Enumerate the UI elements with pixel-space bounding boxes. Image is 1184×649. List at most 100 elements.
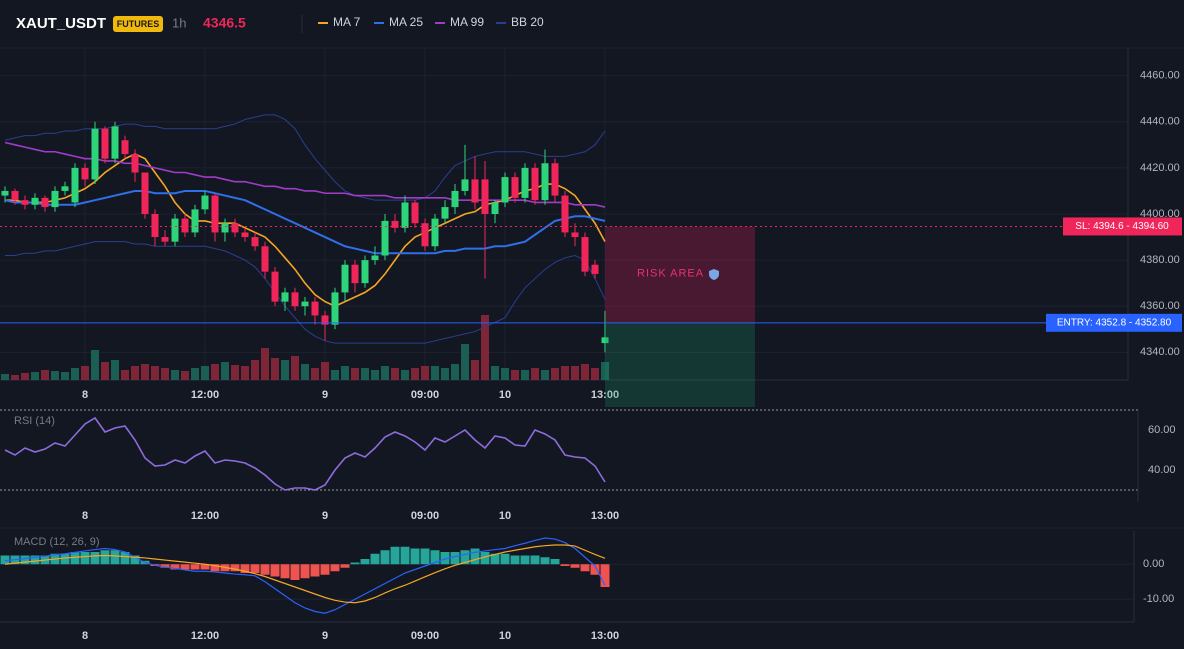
volume-bar	[31, 372, 39, 380]
volume-bar	[541, 370, 549, 380]
candle-body	[491, 202, 499, 214]
volume-bar	[391, 368, 399, 380]
macd-histogram-bar	[300, 564, 310, 579]
volume-bar	[101, 362, 109, 380]
volume-bar	[231, 365, 239, 380]
macd-histogram-bar	[480, 552, 490, 565]
sl-tag	[1063, 217, 1182, 236]
candle-body	[501, 177, 509, 203]
volume-bar	[511, 370, 519, 380]
volume-bar	[531, 368, 539, 380]
volume-bar	[441, 368, 449, 380]
sl-tag-label: SL: 4394.6 - 4394.60	[1075, 221, 1169, 232]
x-tick-label: 09:00	[411, 389, 439, 401]
macd-histogram-bar	[530, 555, 540, 565]
macd-histogram-bar	[540, 557, 550, 565]
candle-body	[341, 264, 349, 293]
x-tick-label: 10	[499, 389, 511, 401]
macd-histogram-bar	[500, 553, 510, 565]
candle-body	[241, 232, 249, 238]
candle-body	[451, 190, 459, 208]
volume-bar	[501, 368, 509, 380]
volume-bar	[181, 371, 189, 380]
macd-histogram-bar	[20, 555, 30, 565]
candle-body	[281, 292, 289, 302]
y-tick-label: 4460.00	[1140, 70, 1180, 82]
y-tick-label: 4440.00	[1140, 116, 1180, 128]
volume-bar	[601, 362, 609, 380]
volume-bar	[1, 374, 9, 380]
volume-bar	[481, 315, 489, 380]
macd-histogram-bar	[60, 553, 70, 565]
macd-histogram-bar	[460, 550, 470, 565]
macd-histogram-bar	[560, 564, 570, 566]
volume-bar	[281, 360, 289, 380]
volume-bar	[41, 370, 49, 380]
macd-histogram-bar	[400, 546, 410, 565]
macd-histogram-bar	[260, 564, 270, 575]
candle-body	[251, 237, 259, 247]
volume-bar	[251, 360, 259, 380]
macd-histogram-bar	[230, 564, 240, 572]
macd-histogram-bar	[380, 550, 390, 565]
volume-bar	[51, 371, 59, 380]
candle-body	[231, 223, 239, 233]
volume-bar	[551, 368, 559, 380]
candle-body	[271, 271, 279, 302]
macd-histogram-bar	[320, 564, 330, 575]
candle-body	[21, 200, 29, 205]
macd-histogram-bar	[190, 564, 200, 570]
candle-body	[121, 140, 129, 155]
macd-histogram-bar	[550, 559, 560, 565]
candle-body	[1, 190, 9, 196]
candle-body	[351, 264, 359, 284]
macd-histogram-bar	[240, 564, 250, 573]
macd-histogram-bar	[470, 548, 480, 565]
volume-bar	[421, 366, 429, 380]
candle-body	[71, 167, 79, 203]
macd-histogram-bar	[110, 550, 120, 565]
candle-body	[531, 167, 539, 201]
macd-histogram-bar	[490, 553, 500, 565]
y-tick-label: 40.00	[1148, 464, 1176, 476]
x-tick-label: 10	[499, 510, 511, 522]
candle-body	[221, 223, 229, 233]
candle-body	[211, 195, 219, 233]
macd-histogram-bar	[120, 552, 130, 565]
x-tick-label: 12:00	[191, 630, 219, 642]
macd-histogram-bar	[520, 555, 530, 565]
legend-label: BB 20	[511, 15, 544, 29]
macd-histogram-bar	[180, 564, 190, 570]
volume-bar	[341, 366, 349, 380]
x-tick-label: 13:00	[591, 630, 619, 642]
macd-histogram-bar	[570, 564, 580, 568]
candle-body	[91, 128, 99, 180]
candle-body	[601, 337, 609, 344]
candle-body	[111, 126, 119, 159]
volume-bar	[591, 368, 599, 380]
macd-histogram-bar	[130, 555, 140, 565]
macd-histogram-bar	[80, 552, 90, 565]
candle-body	[331, 292, 339, 325]
volume-bar	[401, 370, 409, 380]
candle-body	[591, 264, 599, 274]
volume-bar	[301, 364, 309, 380]
candle-body	[181, 218, 189, 233]
y-tick-label: 0.00	[1143, 558, 1164, 570]
x-tick-label: 12:00	[191, 510, 219, 522]
bb-lower	[5, 241, 606, 344]
macd-histogram-bar	[350, 562, 360, 565]
candle-body	[261, 246, 269, 272]
candle-body	[161, 237, 169, 242]
macd-histogram-bar	[370, 553, 380, 565]
volume-bar	[581, 364, 589, 380]
volume-bar	[241, 366, 249, 380]
x-tick-label: 8	[82, 510, 88, 522]
candle-body	[301, 301, 309, 307]
volume-bar	[81, 366, 89, 380]
macd-histogram-bar	[290, 564, 300, 580]
volume-bar	[21, 373, 29, 380]
interval: 1h	[172, 15, 186, 30]
